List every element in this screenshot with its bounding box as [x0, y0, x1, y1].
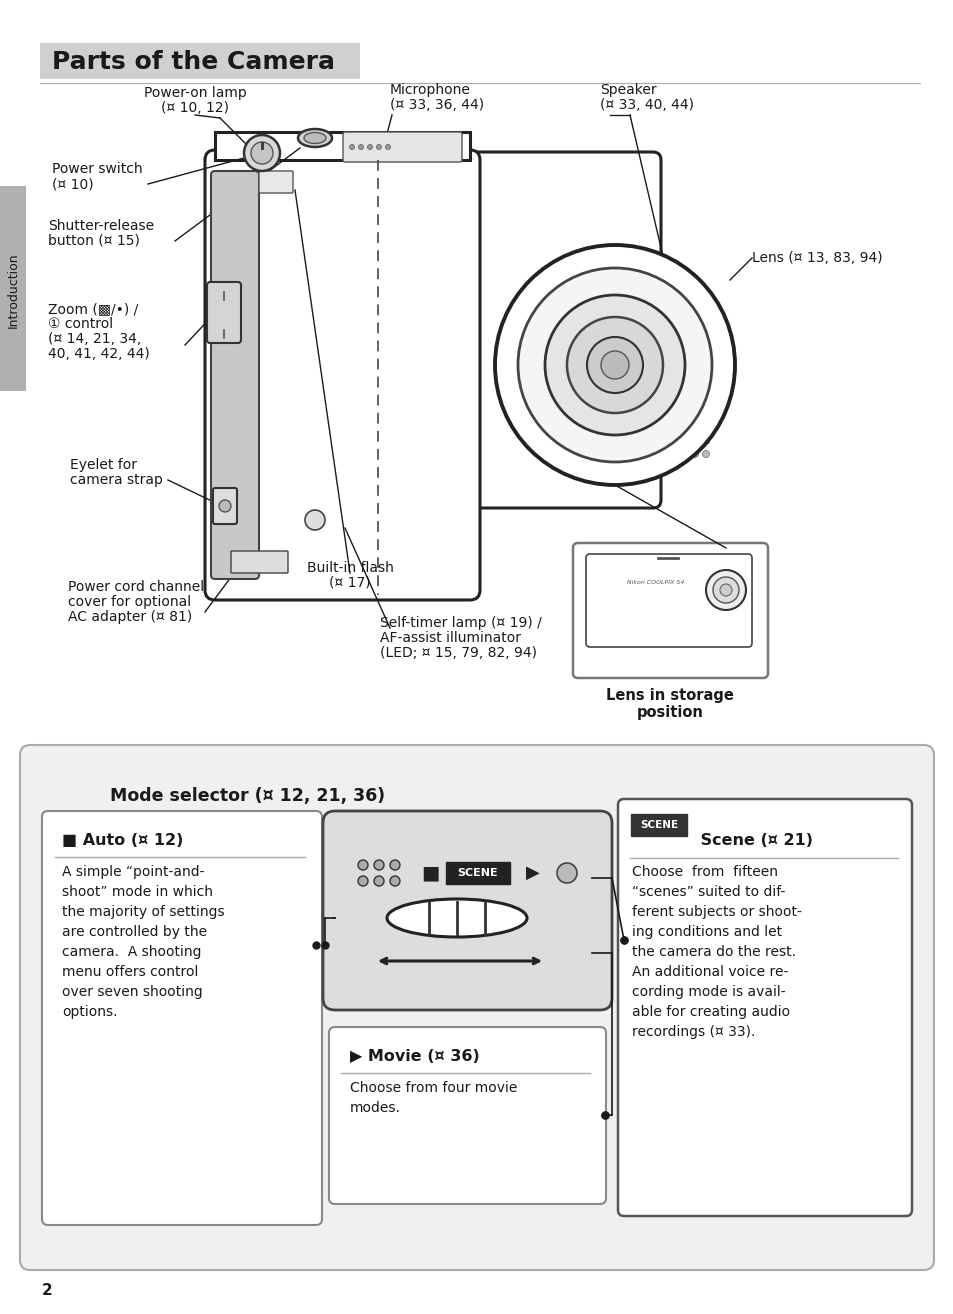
Text: SCENE: SCENE	[639, 820, 678, 830]
Circle shape	[390, 876, 399, 886]
Circle shape	[305, 510, 325, 530]
Text: ▶ Movie (¤ 36): ▶ Movie (¤ 36)	[350, 1049, 479, 1064]
Ellipse shape	[297, 129, 332, 147]
Text: Scene (¤ 21): Scene (¤ 21)	[695, 833, 812, 848]
Text: Mode selector (¤ 12, 21, 36): Mode selector (¤ 12, 21, 36)	[111, 787, 385, 805]
Text: Eyelet for: Eyelet for	[70, 459, 137, 472]
Text: 40, 41, 42, 44): 40, 41, 42, 44)	[48, 347, 150, 361]
Circle shape	[349, 145, 355, 150]
FancyBboxPatch shape	[329, 1028, 605, 1204]
Circle shape	[691, 424, 698, 431]
FancyBboxPatch shape	[585, 555, 751, 646]
FancyBboxPatch shape	[573, 543, 767, 678]
FancyBboxPatch shape	[618, 799, 911, 1215]
Circle shape	[495, 244, 734, 485]
Circle shape	[720, 583, 731, 597]
Text: A simple “point-and-
shoot” mode in which
the majority of settings
are controlle: A simple “point-and- shoot” mode in whic…	[62, 865, 224, 1020]
Circle shape	[691, 438, 698, 444]
Text: cover for optional: cover for optional	[68, 595, 191, 608]
Text: ■: ■	[420, 863, 438, 883]
FancyBboxPatch shape	[231, 551, 288, 573]
Circle shape	[358, 145, 363, 150]
Circle shape	[701, 451, 709, 457]
Text: Power switch: Power switch	[52, 162, 143, 176]
FancyBboxPatch shape	[20, 745, 933, 1271]
Circle shape	[367, 145, 372, 150]
FancyBboxPatch shape	[323, 811, 612, 1010]
Text: Parts of the Camera: Parts of the Camera	[52, 50, 335, 74]
FancyBboxPatch shape	[258, 171, 293, 193]
Text: Built-in flash: Built-in flash	[306, 561, 393, 576]
Circle shape	[705, 570, 745, 610]
FancyBboxPatch shape	[213, 487, 236, 524]
Text: Introduction: Introduction	[7, 252, 19, 327]
FancyBboxPatch shape	[211, 171, 258, 579]
Circle shape	[691, 451, 698, 457]
Circle shape	[374, 876, 384, 886]
Circle shape	[566, 317, 662, 413]
FancyBboxPatch shape	[42, 811, 322, 1225]
Text: ▶: ▶	[525, 865, 539, 882]
Text: Power cord channel: Power cord channel	[68, 579, 204, 594]
FancyBboxPatch shape	[343, 131, 461, 162]
Text: Choose from four movie
modes.: Choose from four movie modes.	[350, 1081, 517, 1116]
Text: (¤ 17): (¤ 17)	[329, 576, 371, 590]
Circle shape	[557, 863, 577, 883]
Circle shape	[691, 411, 698, 418]
Ellipse shape	[304, 133, 326, 143]
Text: ① control: ① control	[48, 317, 113, 331]
Text: Nikon COOLPIX S4: Nikon COOLPIX S4	[627, 581, 684, 586]
Text: (¤ 10, 12): (¤ 10, 12)	[161, 101, 229, 116]
FancyBboxPatch shape	[205, 150, 479, 600]
FancyBboxPatch shape	[450, 152, 660, 509]
FancyBboxPatch shape	[0, 187, 26, 392]
Text: Self-timer lamp (¤ 19) /: Self-timer lamp (¤ 19) /	[379, 616, 541, 629]
Text: AF-assist illuminator: AF-assist illuminator	[379, 631, 520, 645]
Circle shape	[244, 135, 280, 171]
Text: Zoom (▩/•) /: Zoom (▩/•) /	[48, 302, 138, 315]
Text: Speaker: Speaker	[599, 83, 656, 97]
FancyBboxPatch shape	[446, 862, 510, 884]
Circle shape	[251, 142, 273, 164]
Circle shape	[544, 296, 684, 435]
Text: SCENE: SCENE	[457, 869, 497, 878]
FancyBboxPatch shape	[40, 43, 359, 79]
Text: Lens in storage
position: Lens in storage position	[605, 689, 733, 720]
Polygon shape	[214, 131, 470, 160]
Text: Choose  from  fifteen
“scenes” suited to dif-
ferent subjects or shoot-
ing cond: Choose from fifteen “scenes” suited to d…	[631, 865, 801, 1039]
FancyBboxPatch shape	[207, 283, 241, 343]
Text: AC adapter (¤ 81): AC adapter (¤ 81)	[68, 610, 193, 624]
Text: ■ Auto (¤ 12): ■ Auto (¤ 12)	[62, 833, 183, 848]
Text: camera strap: camera strap	[70, 473, 163, 487]
Ellipse shape	[387, 899, 526, 937]
Text: Microphone: Microphone	[390, 83, 471, 97]
Circle shape	[376, 145, 381, 150]
Text: 2: 2	[42, 1282, 52, 1298]
Circle shape	[517, 268, 711, 463]
Circle shape	[357, 876, 368, 886]
Text: (¤ 10): (¤ 10)	[52, 177, 93, 191]
Text: (¤ 33, 36, 44): (¤ 33, 36, 44)	[390, 99, 483, 112]
Circle shape	[219, 501, 231, 512]
Text: (LED; ¤ 15, 79, 82, 94): (LED; ¤ 15, 79, 82, 94)	[379, 646, 537, 660]
Circle shape	[357, 859, 368, 870]
Text: Shutter-release: Shutter-release	[48, 219, 154, 233]
Circle shape	[586, 336, 642, 393]
Text: button (¤ 15): button (¤ 15)	[48, 234, 140, 248]
Text: Lens (¤ 13, 83, 94): Lens (¤ 13, 83, 94)	[751, 251, 882, 265]
FancyBboxPatch shape	[630, 813, 686, 836]
Circle shape	[374, 859, 384, 870]
Circle shape	[712, 577, 739, 603]
Circle shape	[701, 438, 709, 444]
Text: (¤ 14, 21, 34,: (¤ 14, 21, 34,	[48, 332, 141, 346]
Circle shape	[701, 411, 709, 418]
Circle shape	[701, 424, 709, 431]
Text: (¤ 33, 40, 44): (¤ 33, 40, 44)	[599, 99, 693, 112]
Circle shape	[385, 145, 390, 150]
Circle shape	[600, 351, 628, 378]
Text: Power-on lamp: Power-on lamp	[144, 85, 246, 100]
Circle shape	[390, 859, 399, 870]
